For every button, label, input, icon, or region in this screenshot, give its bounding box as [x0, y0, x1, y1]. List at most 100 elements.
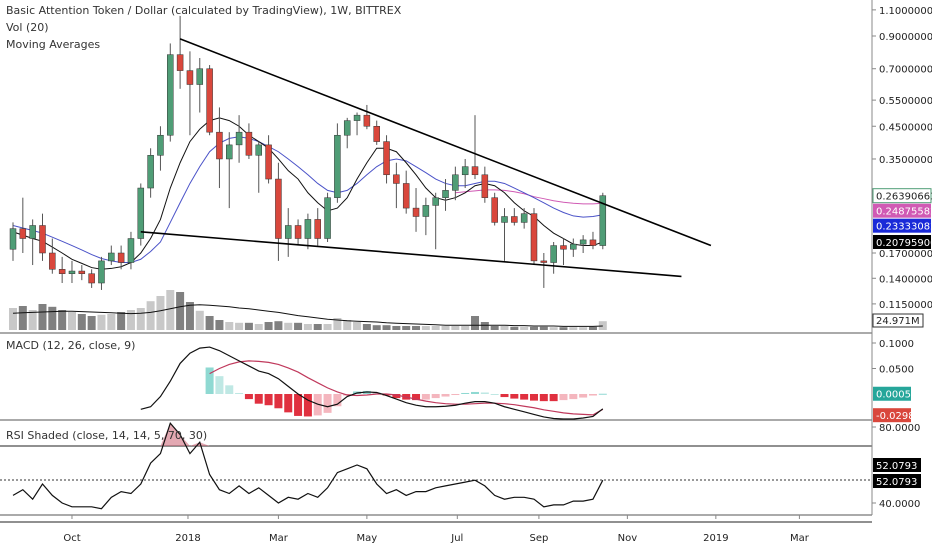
- price-label-badge: [873, 203, 931, 218]
- volume-bar: [549, 327, 558, 330]
- candle-body: [137, 187, 145, 239]
- volume-bar: [480, 322, 489, 330]
- macd-histogram-bar: [284, 394, 293, 413]
- macd-histogram-bar: [264, 394, 273, 406]
- macd-histogram-bar: [215, 376, 224, 394]
- macd-histogram-bar: [441, 394, 450, 397]
- candle-body: [589, 239, 597, 246]
- volume-bar: [500, 326, 509, 330]
- rsi-label-badge: [873, 474, 921, 488]
- macd-histogram-bar: [559, 394, 568, 401]
- macd-histogram-bar: [598, 393, 607, 395]
- volume-bar: [559, 327, 568, 330]
- macd-histogram-bar: [520, 394, 529, 400]
- time-tick-label: Mar: [790, 533, 810, 544]
- macd-histogram-label: 0.0005: [876, 390, 911, 401]
- macd-histogram-bar: [539, 394, 548, 402]
- volume-bar: [97, 314, 106, 330]
- macd-histogram-bar: [205, 367, 214, 394]
- macd-histogram-bar: [480, 392, 489, 394]
- price-label-badge: [872, 188, 932, 204]
- macd-histogram-bar: [471, 391, 480, 394]
- macd-histogram-bar: [382, 394, 391, 396]
- volume-pane: [9, 290, 607, 330]
- volume-bar: [372, 325, 381, 330]
- price-label-badge: [873, 234, 931, 249]
- volume-bar: [412, 326, 421, 330]
- volume-ma-line: [12, 304, 603, 327]
- candle-body: [511, 216, 518, 223]
- candle-body: [491, 197, 498, 223]
- candle-body: [9, 228, 17, 250]
- macd-histogram-bar: [490, 394, 499, 395]
- volume-bar: [353, 322, 362, 330]
- candle-body: [284, 225, 292, 239]
- candle-body: [560, 245, 567, 250]
- candle-body: [245, 131, 253, 156]
- macd-line: [140, 346, 604, 420]
- volume-bar: [264, 322, 273, 330]
- candle-body: [501, 216, 508, 223]
- volume-bar: [520, 326, 529, 330]
- volume-bar: [529, 326, 538, 330]
- candle-body: [206, 68, 213, 133]
- volume-bar: [579, 327, 588, 330]
- volume-bar: [588, 326, 597, 330]
- rsi-pane[interactable]: [0, 421, 872, 523]
- candle-body: [167, 54, 174, 136]
- candle-body: [58, 269, 66, 274]
- volume-bar: [38, 304, 47, 330]
- rsi-tick-label: 40.0000: [879, 499, 920, 510]
- macd-histogram-bar: [323, 394, 332, 413]
- volume-bar: [343, 320, 352, 330]
- volume-bar: [510, 326, 519, 330]
- volume-bar: [205, 316, 214, 330]
- volume-bar: [244, 322, 253, 330]
- candle-body: [68, 270, 76, 274]
- macd-histogram-bar: [569, 394, 578, 400]
- candle-body: [78, 270, 86, 274]
- macd-pane[interactable]: [140, 346, 607, 420]
- moving-averages-legend[interactable]: Moving Averages: [6, 38, 101, 51]
- volume-bar: [195, 310, 204, 330]
- trendline: [179, 38, 712, 247]
- volume-bar: [402, 326, 411, 330]
- time-tick-label: 2019: [703, 533, 728, 544]
- volume-bar: [569, 327, 578, 330]
- macd-signal-badge: [873, 408, 911, 423]
- volume-bar: [441, 326, 450, 330]
- macd-histogram-bar: [392, 394, 401, 399]
- candle-body: [471, 166, 479, 176]
- rsi-tick-label: 80.0000: [879, 423, 920, 434]
- candle-body: [579, 239, 587, 245]
- chart-title: Basic Attention Token / Dollar (calculat…: [6, 4, 402, 17]
- candle-body: [520, 213, 528, 223]
- price-pane[interactable]: [9, 15, 712, 290]
- macd-histogram-bar: [303, 394, 312, 417]
- candle-body: [432, 197, 439, 206]
- volume-legend[interactable]: Vol (20): [6, 21, 49, 34]
- volume-bar: [431, 326, 440, 330]
- volume-bar: [313, 324, 322, 330]
- volume-bar: [451, 326, 460, 330]
- volume-bar: [382, 325, 391, 330]
- candle-body: [29, 225, 36, 239]
- volume-bar: [362, 324, 371, 330]
- macd-signal-line: [209, 360, 604, 416]
- candle-body: [265, 144, 272, 180]
- volume-label-badge: [872, 313, 924, 328]
- candle-body: [550, 245, 557, 263]
- volume-bar: [254, 324, 263, 330]
- volume-bar: [284, 322, 293, 330]
- candle-body: [176, 54, 184, 71]
- volume-bar: [471, 316, 480, 330]
- macd-legend[interactable]: MACD (12, 26, close, 9): [6, 339, 136, 352]
- candle-body: [412, 207, 420, 217]
- macd-histogram-bar: [588, 394, 597, 396]
- candle-body: [196, 68, 204, 85]
- rsi-legend[interactable]: RSI Shaded (close, 14, 14, 5, 70, 30): [6, 429, 208, 442]
